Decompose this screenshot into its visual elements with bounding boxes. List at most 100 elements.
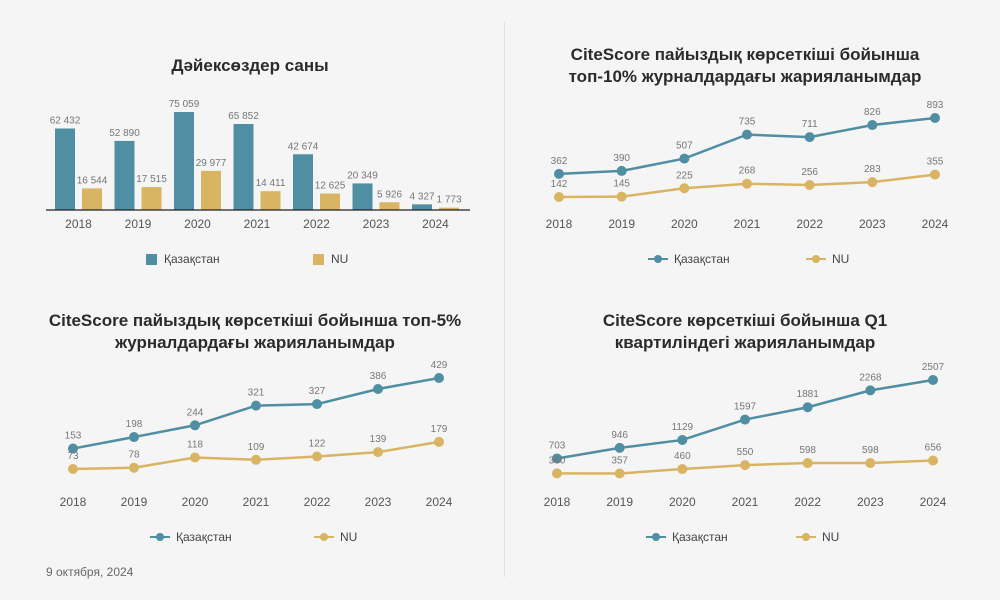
data-label-kz-2021: 1597: [734, 402, 757, 413]
data-label-kz-2022: 327: [309, 386, 326, 397]
bar-kz-2018: [55, 128, 75, 210]
x-tick-label: 2021: [244, 217, 271, 231]
x-tick-label: 2019: [121, 495, 148, 509]
data-label-kz-2022: 42 674: [288, 141, 319, 152]
legend-label-kz: Қазақстан: [164, 252, 220, 266]
x-tick-label: 2020: [184, 217, 211, 231]
data-label-kz-2024: 2507: [922, 362, 945, 373]
x-tick-label: 2021: [734, 217, 761, 231]
bar-nu-2023: [379, 202, 400, 210]
data-label-kz-2024: 4 327: [409, 191, 434, 202]
bar-kz-2021: [233, 124, 254, 210]
point-kz-2019: [616, 165, 627, 176]
data-label-kz-2018: 703: [549, 440, 566, 451]
data-label-nu-2024: 1 773: [436, 195, 461, 206]
legend-marker-kz: [150, 533, 170, 541]
point-kz-2021: [251, 400, 261, 411]
x-tick-label: 2024: [422, 217, 449, 231]
point-nu-2022: [312, 451, 322, 462]
data-label-kz-2024: 429: [431, 360, 448, 371]
citations-chart-panel: Дәйексөздер саны 62 432 16 544 2018 52 890 1…: [0, 0, 500, 300]
legend-swatch-nu: [313, 253, 324, 265]
bar-kz-2022: [293, 154, 313, 210]
data-label-nu-2019: 145: [613, 179, 630, 190]
legend-marker-nu: [796, 533, 816, 541]
data-label-nu-2021: 14 411: [256, 178, 286, 189]
point-kz-2023: [865, 385, 876, 396]
footer-date: 9 октября, 2024: [46, 565, 134, 579]
data-label-kz-2023: 386: [370, 371, 387, 382]
point-nu-2020: [677, 464, 688, 475]
x-tick-label: 2022: [796, 217, 823, 231]
point-kz-2021: [740, 414, 750, 425]
data-label-nu-2022: 256: [801, 167, 818, 178]
legend-label-kz: Қазақстан: [674, 252, 730, 266]
data-label-kz-2020: 507: [676, 141, 693, 152]
data-label-nu-2019: 17 515: [136, 174, 167, 185]
point-nu-2024: [434, 436, 444, 447]
point-nu-2023: [373, 447, 383, 458]
point-kz-2020: [677, 434, 688, 445]
data-label-nu-2022: 12 625: [315, 181, 346, 192]
data-label-nu-2022: 122: [309, 438, 326, 449]
x-tick-label: 2020: [669, 495, 696, 509]
x-tick-label: 2019: [606, 495, 633, 509]
top10-line-chart: 362 390 507 735 711 826 893 142 145 225 268 256 283 3…: [546, 100, 949, 231]
point-kz-2019: [129, 432, 139, 443]
chart-title: CiteScore пайыздық көрсеткіші бойынша то…: [568, 45, 922, 86]
legend-marker-kz: [646, 533, 666, 541]
x-tick-label: 2020: [671, 217, 698, 231]
data-label-nu-2018: 142: [551, 179, 568, 190]
data-label-kz-2019: 946: [611, 430, 628, 441]
point-nu-2018: [552, 468, 562, 479]
bar-nu-2020: [201, 170, 221, 210]
x-tick-label: 2021: [243, 495, 270, 509]
data-label-nu-2023: 5 926: [377, 189, 402, 200]
chart-title: Дәйексөздер саны: [171, 56, 329, 75]
legend-item-nu: NU: [806, 252, 849, 266]
bar-nu-2018: [82, 188, 102, 210]
point-nu-2022: [804, 180, 815, 191]
bar-nu-2019: [141, 187, 162, 210]
point-kz-2023: [373, 383, 383, 394]
point-nu-2024: [928, 455, 938, 466]
x-tick-label: 2024: [426, 495, 453, 509]
point-nu-2020: [679, 183, 690, 194]
data-label-nu-2018: 360: [549, 455, 566, 466]
legend-marker-nu: [806, 255, 826, 263]
legend-label-nu: NU: [331, 252, 349, 266]
x-tick-label: 2022: [304, 495, 331, 509]
point-kz-2022: [312, 399, 322, 410]
chart-title: CiteScore көрсеткіші бойынша Q1 квартилі…: [602, 311, 888, 352]
legend-marker-nu: [314, 533, 334, 541]
x-tick-label: 2018: [546, 217, 573, 231]
x-tick-label: 2024: [922, 217, 949, 231]
data-label-kz-2018: 62 432: [50, 115, 81, 126]
bar-nu-2024: [439, 207, 459, 210]
point-nu-2022: [802, 458, 813, 469]
data-label-kz-2020: 1129: [672, 422, 694, 433]
x-tick-label: 2018: [65, 217, 92, 231]
point-nu-2018: [68, 464, 78, 474]
point-kz-2024: [928, 375, 938, 385]
chart-title: CiteScore пайыздық көрсеткіші бойынша то…: [48, 311, 462, 352]
bar-nu-2022: [320, 193, 340, 210]
point-kz-2019: [614, 442, 625, 453]
x-tick-label: 2018: [544, 495, 571, 509]
point-nu-2024: [930, 169, 940, 180]
x-tick-label: 2023: [363, 217, 390, 231]
legend-label-nu: NU: [822, 530, 840, 544]
data-label-kz-2022: 1881: [797, 389, 820, 400]
point-kz-2022: [804, 132, 815, 143]
point-nu-2019: [616, 191, 627, 202]
data-label-kz-2022: 711: [802, 119, 818, 130]
data-label-nu-2024: 179: [431, 424, 448, 435]
x-tick-label: 2022: [303, 217, 330, 231]
x-tick-label: 2019: [125, 217, 152, 231]
data-label-kz-2021: 65 852: [228, 111, 259, 122]
point-kz-2023: [867, 120, 878, 131]
point-nu-2021: [742, 178, 752, 189]
data-label-kz-2019: 52 890: [109, 128, 140, 139]
bar-kz-2024: [412, 204, 432, 210]
